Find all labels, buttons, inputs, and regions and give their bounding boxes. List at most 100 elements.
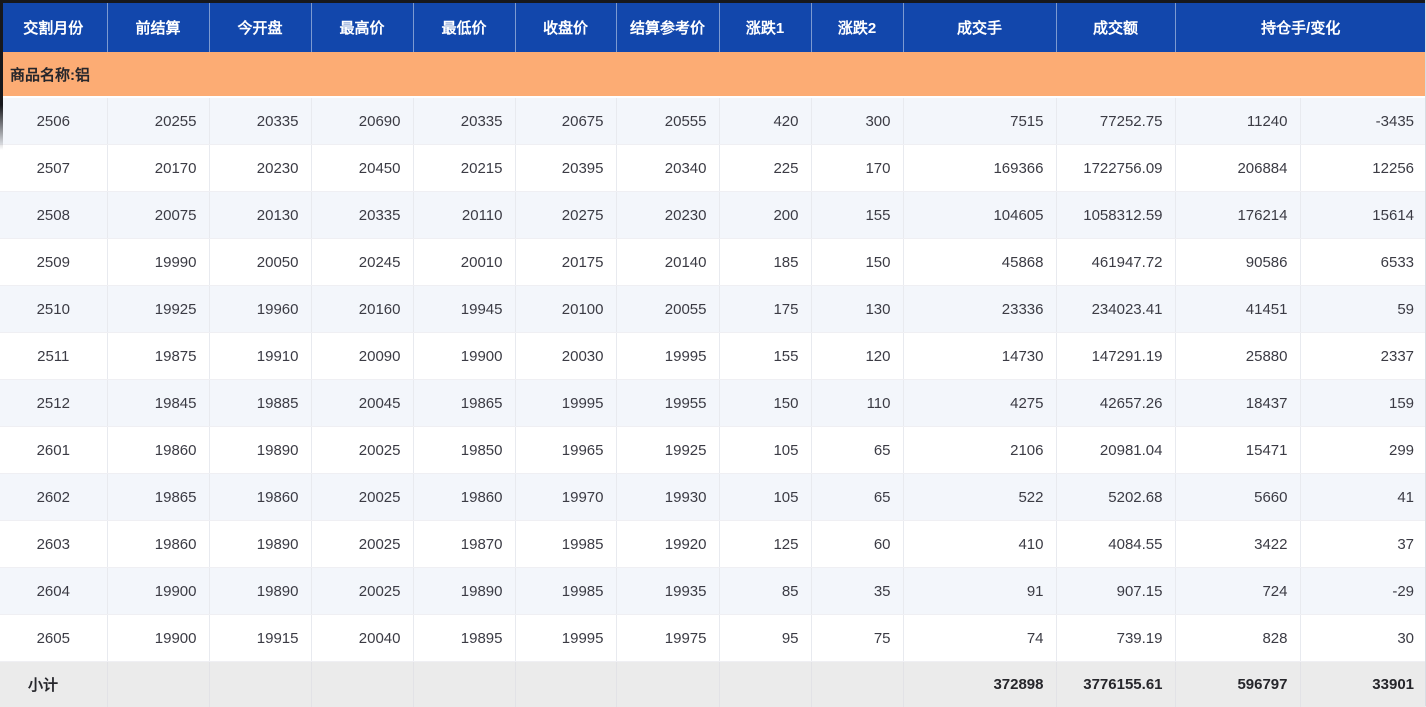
value-cell: 20335 (311, 192, 413, 239)
value-cell: 19915 (209, 615, 311, 662)
value-cell: 20340 (616, 145, 719, 192)
contract-month-cell: 2509 (0, 239, 107, 286)
value-cell: 19895 (413, 615, 515, 662)
value-cell: 77252.75 (1056, 97, 1175, 145)
value-cell: 20395 (515, 145, 616, 192)
value-cell: 25880 (1175, 333, 1300, 380)
column-header-turnover: 成交额 (1056, 2, 1175, 53)
value-cell: 20215 (413, 145, 515, 192)
value-cell: 20275 (515, 192, 616, 239)
value-cell: 18437 (1175, 380, 1300, 427)
subtotal-value-cell: 372898 (903, 662, 1056, 707)
value-cell: 104605 (903, 192, 1056, 239)
value-cell: 300 (811, 97, 903, 145)
value-cell: 74 (903, 615, 1056, 662)
value-cell: 125 (719, 521, 811, 568)
value-cell: 19990 (107, 239, 209, 286)
window-left-edge (0, 0, 3, 150)
value-cell: 41 (1300, 474, 1426, 521)
column-header-low: 最低价 (413, 2, 515, 53)
value-cell: 20175 (515, 239, 616, 286)
value-cell: 110 (811, 380, 903, 427)
value-cell: 4084.55 (1056, 521, 1175, 568)
value-cell: 19900 (413, 333, 515, 380)
column-header-open: 今开盘 (209, 2, 311, 53)
contract-month-cell: 2603 (0, 521, 107, 568)
value-cell: 299 (1300, 427, 1426, 474)
value-cell: 15471 (1175, 427, 1300, 474)
value-cell: 42657.26 (1056, 380, 1175, 427)
column-header-change1: 涨跌1 (719, 2, 811, 53)
value-cell: 225 (719, 145, 811, 192)
contract-month-cell: 2604 (0, 568, 107, 615)
contract-month-cell: 2508 (0, 192, 107, 239)
value-cell: 20981.04 (1056, 427, 1175, 474)
subtotal-value-cell (413, 662, 515, 707)
value-cell: 90586 (1175, 239, 1300, 286)
window-top-edge (0, 0, 1426, 3)
value-cell: 4275 (903, 380, 1056, 427)
value-cell: 20050 (209, 239, 311, 286)
column-header-open-interest-change: 持仓手/变化 (1175, 2, 1426, 53)
value-cell: 20170 (107, 145, 209, 192)
value-cell: 19845 (107, 380, 209, 427)
subtotal-value-cell (719, 662, 811, 707)
value-cell: 19860 (413, 474, 515, 521)
value-cell: 20245 (311, 239, 413, 286)
value-cell: 5660 (1175, 474, 1300, 521)
subtotal-value-cell: 3776155.61 (1056, 662, 1175, 707)
value-cell: 19995 (616, 333, 719, 380)
value-cell: 20255 (107, 97, 209, 145)
value-cell: 176214 (1175, 192, 1300, 239)
value-cell: 19850 (413, 427, 515, 474)
value-cell: 2106 (903, 427, 1056, 474)
column-header-volume: 成交手 (903, 2, 1056, 53)
value-cell: 60 (811, 521, 903, 568)
value-cell: 20690 (311, 97, 413, 145)
value-cell: 150 (719, 380, 811, 427)
value-cell: 91 (903, 568, 1056, 615)
contract-month-cell: 2506 (0, 97, 107, 145)
value-cell: 3422 (1175, 521, 1300, 568)
value-cell: 19925 (107, 286, 209, 333)
value-cell: 1058312.59 (1056, 192, 1175, 239)
value-cell: 95 (719, 615, 811, 662)
column-header-change2: 涨跌2 (811, 2, 903, 53)
value-cell: 19930 (616, 474, 719, 521)
value-cell: 20110 (413, 192, 515, 239)
value-cell: 155 (811, 192, 903, 239)
contract-month-cell: 2605 (0, 615, 107, 662)
contract-month-cell: 2512 (0, 380, 107, 427)
column-header-prev-settlement: 前结算 (107, 2, 209, 53)
column-header-high: 最高价 (311, 2, 413, 53)
product-name-label: 商品名称:铝 (0, 52, 1426, 97)
value-cell: 461947.72 (1056, 239, 1175, 286)
value-cell: 19890 (413, 568, 515, 615)
subtotal-value-cell (311, 662, 413, 707)
value-cell: 45868 (903, 239, 1056, 286)
contract-month-cell: 2510 (0, 286, 107, 333)
value-cell: 19890 (209, 427, 311, 474)
value-cell: 19965 (515, 427, 616, 474)
value-cell: 185 (719, 239, 811, 286)
value-cell: 159 (1300, 380, 1426, 427)
value-cell: 20025 (311, 568, 413, 615)
subtotal-value-cell (811, 662, 903, 707)
value-cell: 20675 (515, 97, 616, 145)
value-cell: 724 (1175, 568, 1300, 615)
value-cell: 19890 (209, 521, 311, 568)
value-cell: 206884 (1175, 145, 1300, 192)
value-cell: 19900 (107, 615, 209, 662)
value-cell: 11240 (1175, 97, 1300, 145)
value-cell: 170 (811, 145, 903, 192)
value-cell: 7515 (903, 97, 1056, 145)
value-cell: 30 (1300, 615, 1426, 662)
